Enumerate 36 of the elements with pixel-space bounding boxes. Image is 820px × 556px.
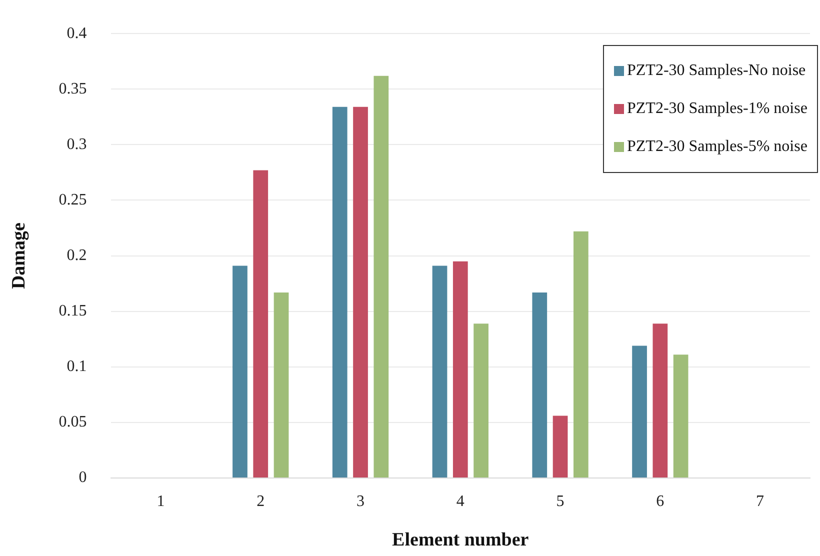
y-tick-label: 0.3 bbox=[66, 136, 87, 153]
bar bbox=[432, 266, 448, 478]
x-tick-label: 4 bbox=[456, 492, 464, 510]
x-axis-title: Element number bbox=[392, 530, 530, 551]
bar bbox=[673, 354, 688, 478]
bar bbox=[532, 292, 548, 478]
x-tick-label: 7 bbox=[756, 492, 764, 510]
bar bbox=[652, 324, 668, 478]
bar bbox=[353, 106, 368, 478]
bar bbox=[452, 261, 468, 478]
legend-label: PZT2-30 Samples-5% noise bbox=[627, 138, 808, 156]
x-tick-label: 1 bbox=[156, 492, 165, 510]
x-tick-label: 2 bbox=[256, 492, 265, 510]
bar bbox=[552, 416, 568, 478]
legend-label: PZT2-30 Samples-1% noise bbox=[627, 100, 808, 118]
x-tick-label: 5 bbox=[556, 492, 564, 510]
bar bbox=[474, 324, 488, 478]
bar bbox=[274, 292, 289, 478]
y-tick-label: 0.4 bbox=[66, 24, 87, 42]
y-tick-label: 0.35 bbox=[58, 80, 87, 98]
bar bbox=[374, 76, 389, 478]
y-axis-title: Damage bbox=[8, 222, 30, 290]
bar bbox=[573, 231, 588, 478]
x-tick-label: 6 bbox=[656, 492, 664, 510]
y-tick-label: 0.1 bbox=[66, 358, 87, 376]
bar bbox=[232, 266, 248, 478]
y-tick-label: 0.05 bbox=[58, 414, 87, 431]
bar bbox=[332, 106, 348, 478]
y-tick-label: 0.15 bbox=[58, 302, 87, 320]
bar bbox=[253, 170, 268, 478]
y-tick-label: 0 bbox=[78, 469, 87, 486]
x-tick-label: 3 bbox=[356, 492, 365, 510]
y-tick-label: 0.2 bbox=[66, 247, 87, 264]
legend-label: PZT2-30 Samples-No noise bbox=[627, 62, 806, 80]
bar bbox=[632, 346, 647, 478]
y-tick-label: 0.25 bbox=[58, 191, 87, 208]
